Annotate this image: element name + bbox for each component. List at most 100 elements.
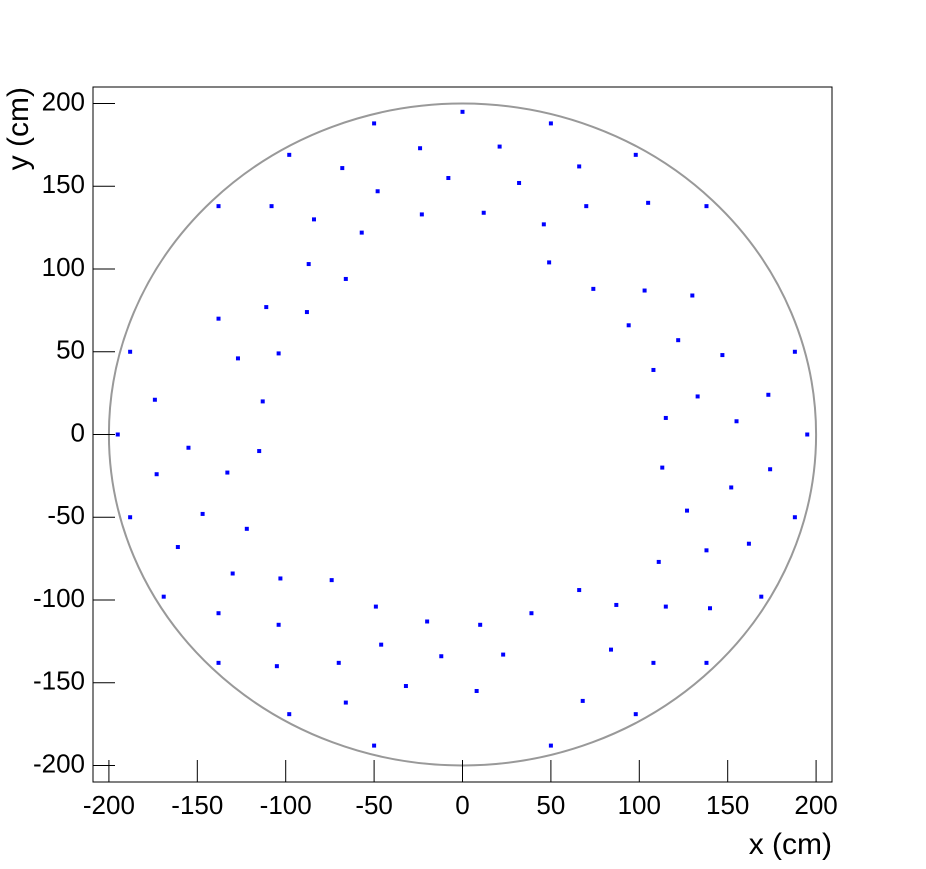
point <box>759 594 764 599</box>
point <box>403 684 408 689</box>
y-tick-label: 150 <box>42 169 85 199</box>
point <box>419 212 424 217</box>
point <box>175 545 180 550</box>
point <box>704 548 709 553</box>
point <box>548 121 553 126</box>
point <box>235 356 240 361</box>
point <box>274 664 279 669</box>
point <box>734 419 739 424</box>
x-tick-label: 150 <box>706 790 749 820</box>
x-tick-label: -50 <box>355 790 393 820</box>
x-tick-label: 100 <box>618 790 661 820</box>
point <box>216 316 221 321</box>
x-axis-title: x (cm) <box>749 828 832 861</box>
point <box>340 166 345 171</box>
x-tick-label: 0 <box>455 790 469 820</box>
point <box>656 559 661 564</box>
x-tick-label: 50 <box>536 790 565 820</box>
point <box>708 606 713 611</box>
point <box>244 526 249 531</box>
point <box>269 204 274 209</box>
point <box>642 288 647 293</box>
y-tick-label: -50 <box>47 500 85 530</box>
y-tick-label: -200 <box>33 748 85 778</box>
point <box>336 660 341 665</box>
point <box>584 204 589 209</box>
point <box>152 397 157 402</box>
point <box>372 743 377 748</box>
point <box>704 660 709 665</box>
point <box>676 338 681 343</box>
point <box>276 351 281 356</box>
point <box>805 432 810 437</box>
point <box>446 176 451 181</box>
point <box>375 189 380 194</box>
point <box>651 367 656 372</box>
point <box>216 204 221 209</box>
point <box>329 578 334 583</box>
point <box>547 260 552 265</box>
point <box>609 647 614 652</box>
point <box>577 588 582 593</box>
point <box>287 152 292 157</box>
point <box>474 688 479 693</box>
point <box>663 415 668 420</box>
y-tick-label: 50 <box>56 335 85 365</box>
point <box>690 293 695 298</box>
y-axis-title: y (cm) <box>2 87 35 170</box>
x-tick-label: 200 <box>794 790 837 820</box>
point <box>216 611 221 616</box>
point <box>766 392 771 397</box>
point <box>161 594 166 599</box>
y-tick-label: -150 <box>33 666 85 696</box>
point <box>517 180 522 185</box>
point <box>481 210 486 215</box>
point <box>379 642 384 647</box>
point <box>260 399 265 404</box>
point <box>580 698 585 703</box>
point <box>792 515 797 520</box>
point <box>529 611 534 616</box>
point <box>614 602 619 607</box>
point <box>685 508 690 513</box>
point <box>128 515 133 520</box>
point <box>200 511 205 516</box>
point <box>276 622 281 627</box>
point <box>695 394 700 399</box>
plot-frame <box>92 86 833 783</box>
point <box>154 472 159 477</box>
point <box>425 619 430 624</box>
point <box>439 654 444 659</box>
point <box>651 660 656 665</box>
point <box>311 217 316 222</box>
point <box>660 465 665 470</box>
point <box>663 604 668 609</box>
y-tick-label: 200 <box>42 86 85 116</box>
point <box>626 323 631 328</box>
point <box>306 262 311 267</box>
point <box>633 152 638 157</box>
point <box>372 121 377 126</box>
point <box>729 485 734 490</box>
point <box>359 230 364 235</box>
point <box>418 146 423 151</box>
point <box>225 470 230 475</box>
point <box>497 144 502 149</box>
x-tick-label: -150 <box>171 790 223 820</box>
point <box>460 109 465 114</box>
point <box>287 712 292 717</box>
point <box>264 305 269 310</box>
x-tick-label: -200 <box>83 790 135 820</box>
point <box>541 222 546 227</box>
point <box>478 622 483 627</box>
point <box>115 432 120 437</box>
point <box>577 164 582 169</box>
point <box>373 604 378 609</box>
point <box>768 467 773 472</box>
point <box>304 310 309 315</box>
point <box>343 276 348 281</box>
y-tick-label: 0 <box>71 417 85 447</box>
point <box>216 660 221 665</box>
point <box>128 349 133 354</box>
